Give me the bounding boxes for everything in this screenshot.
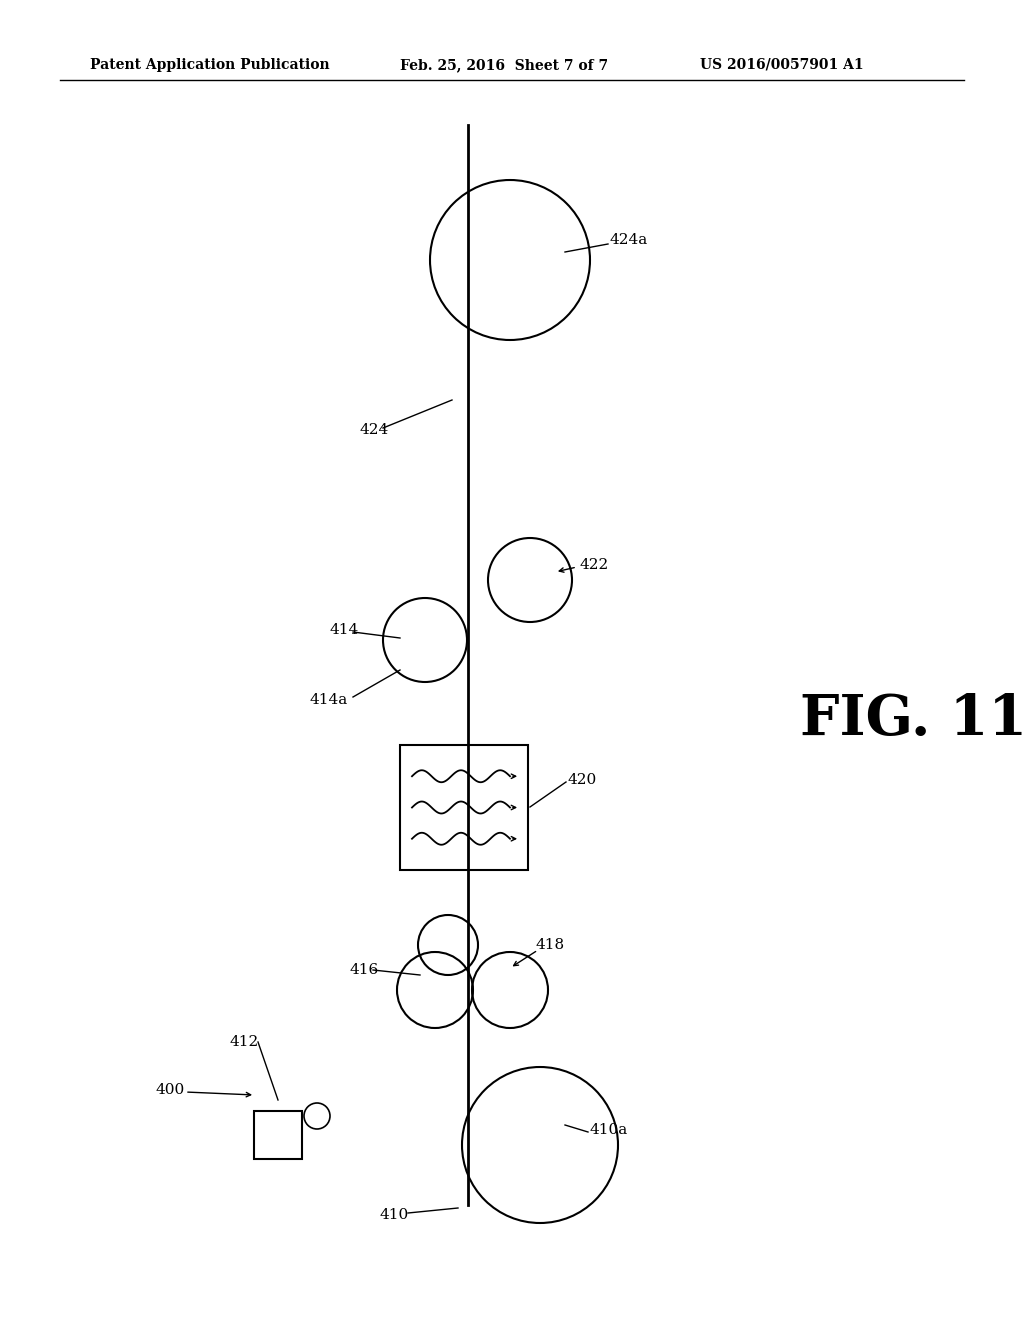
Text: Feb. 25, 2016  Sheet 7 of 7: Feb. 25, 2016 Sheet 7 of 7 bbox=[400, 58, 608, 73]
Text: 424a: 424a bbox=[610, 234, 648, 247]
Text: 412: 412 bbox=[230, 1035, 259, 1049]
Text: 410a: 410a bbox=[590, 1123, 629, 1137]
Bar bbox=[400, 744, 528, 870]
Text: 424: 424 bbox=[360, 422, 389, 437]
Text: US 2016/0057901 A1: US 2016/0057901 A1 bbox=[700, 58, 863, 73]
Text: 420: 420 bbox=[568, 774, 597, 787]
Bar bbox=[254, 1111, 302, 1159]
Text: 422: 422 bbox=[580, 558, 609, 572]
Text: 400: 400 bbox=[155, 1082, 184, 1097]
Text: 414a: 414a bbox=[310, 693, 348, 708]
Text: 416: 416 bbox=[350, 964, 379, 977]
Text: Patent Application Publication: Patent Application Publication bbox=[90, 58, 330, 73]
Text: 414: 414 bbox=[330, 623, 359, 638]
Text: 418: 418 bbox=[535, 939, 564, 952]
Text: FIG. 11: FIG. 11 bbox=[800, 693, 1024, 747]
Text: 410: 410 bbox=[380, 1208, 410, 1222]
